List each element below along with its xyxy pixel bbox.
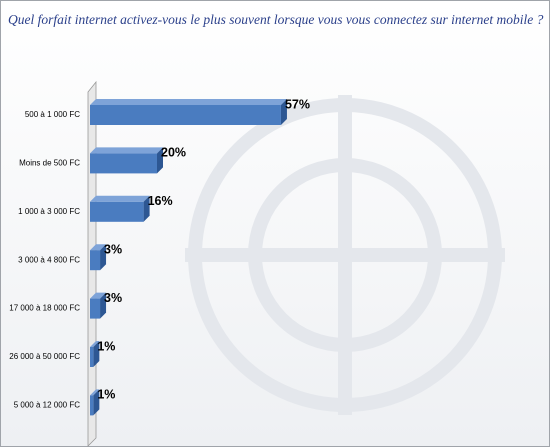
value-label: 3% — [104, 242, 122, 256]
value-label: 1% — [97, 388, 115, 402]
bar — [90, 250, 101, 271]
bar — [90, 395, 94, 416]
chart-title: Quel forfait internet activez-vous le pl… — [8, 12, 544, 27]
bar-side — [100, 292, 107, 319]
bar-top — [90, 99, 287, 105]
category-label: 1 000 à 3 000 FC — [18, 207, 80, 216]
value-label: 57% — [285, 97, 310, 111]
bar-side — [143, 195, 150, 222]
value-label: 3% — [104, 291, 122, 305]
category-label: 5 000 à 12 000 FC — [14, 401, 80, 410]
category-label: 3 000 à 4 800 FC — [18, 255, 80, 264]
watermark — [185, 95, 505, 415]
bar-side — [93, 389, 100, 416]
bar-side — [100, 244, 107, 271]
bar-side — [93, 341, 100, 367]
bar-top — [90, 147, 163, 154]
bar-top — [90, 341, 100, 347]
bar-side — [157, 147, 163, 174]
bar-top — [90, 195, 150, 202]
bar-top — [90, 292, 107, 299]
bar — [90, 298, 101, 319]
category-label: 500 à 1 000 FC — [25, 110, 80, 119]
bar-top — [90, 244, 107, 251]
category-label: 26 000 à 50 000 FC — [9, 352, 80, 361]
bar — [90, 347, 94, 367]
bar-side — [280, 99, 287, 125]
bar — [90, 201, 144, 222]
bar — [90, 153, 157, 174]
value-label: 1% — [97, 339, 115, 353]
category-label: Moins de 500 FC — [19, 159, 80, 168]
bar — [90, 105, 281, 125]
value-label: 16% — [148, 194, 173, 208]
category-label: 17 000 à 18 000 FC — [9, 304, 80, 313]
bar-top — [90, 389, 100, 396]
value-label: 20% — [161, 146, 186, 160]
